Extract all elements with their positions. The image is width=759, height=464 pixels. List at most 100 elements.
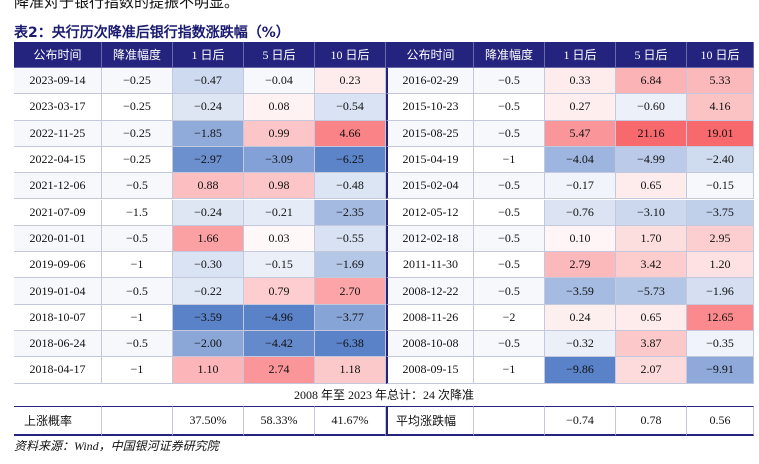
value-cell: −0.5 — [474, 68, 545, 95]
date-cell: 2022-11-25 — [14, 120, 102, 147]
footer-value: 41.67% — [315, 405, 386, 436]
value-cell: −2.00 — [173, 331, 244, 358]
value-cell: −0.55 — [315, 225, 386, 253]
value-cell: 2.70 — [315, 278, 386, 305]
value-cell: 0.65 — [616, 304, 687, 331]
value-cell: 0.27 — [545, 94, 616, 121]
value-cell: 0.03 — [244, 225, 315, 253]
value-cell: −0.24 — [173, 94, 244, 121]
value-cell: −3.77 — [315, 304, 386, 331]
date-cell: 2012-05-12 — [386, 199, 474, 226]
value-cell: −0.04 — [244, 68, 315, 95]
value-cell: −2 — [474, 304, 545, 331]
column-header: 公布时间 — [386, 42, 474, 68]
value-cell: −3.59 — [545, 278, 616, 305]
value-cell: 2.79 — [545, 252, 616, 279]
date-cell: 2015-02-04 — [386, 173, 474, 200]
value-cell: −1 — [102, 252, 173, 279]
value-cell: −0.5 — [102, 173, 173, 200]
empty-cell — [102, 405, 173, 436]
summary: 2008 年至 2023 年总计：24 次降准 — [293, 388, 474, 403]
value-cell: 2.95 — [687, 225, 754, 253]
value-cell: −1.96 — [687, 278, 754, 305]
footer-label: 上涨概率 — [14, 405, 102, 436]
title: 表2：央行历次降准后银行指数涨跌幅（%） — [14, 25, 290, 41]
value-cell: −0.5 — [474, 173, 545, 200]
date-cell: 2023-09-14 — [14, 68, 102, 95]
empty-cell — [474, 405, 545, 436]
value-cell: −1 — [102, 304, 173, 331]
value-cell: −1.69 — [315, 252, 386, 279]
date-cell: 2020-01-01 — [14, 225, 102, 253]
value-cell: −0.17 — [545, 173, 616, 200]
value-cell: −1.5 — [102, 199, 173, 226]
value-cell: −0.25 — [102, 94, 173, 121]
column-header: 1 日后 — [173, 42, 244, 68]
date-cell: 2018-06-24 — [14, 331, 102, 358]
value-cell: 1.70 — [616, 225, 687, 253]
date-cell: 2022-04-15 — [14, 146, 102, 174]
value-cell: 0.98 — [244, 173, 315, 200]
value-cell: 1.10 — [173, 357, 244, 384]
value-cell: −0.5 — [474, 120, 545, 147]
value-cell: −0.5 — [102, 331, 173, 358]
value-cell: 4.16 — [687, 94, 754, 121]
value-cell: 0.99 — [244, 120, 315, 147]
value-cell: −0.48 — [315, 173, 386, 200]
column-header: 公布时间 — [14, 42, 102, 68]
value-cell: 21.16 — [616, 120, 687, 147]
value-cell: −0.21 — [244, 199, 315, 226]
column-header: 5 日后 — [616, 42, 687, 68]
value-cell: 3.42 — [616, 252, 687, 279]
date-cell: 2018-10-07 — [14, 304, 102, 331]
column-header: 5 日后 — [244, 42, 315, 68]
footer-value: 0.78 — [616, 405, 687, 436]
column-header: 1 日后 — [545, 42, 616, 68]
value-cell: −9.86 — [545, 357, 616, 384]
value-cell: −2.40 — [687, 146, 754, 174]
value-cell: −0.76 — [545, 199, 616, 226]
value-cell: −3.75 — [687, 199, 754, 226]
value-cell: 4.66 — [315, 120, 386, 147]
value-cell: 0.10 — [545, 225, 616, 253]
value-cell: 0.79 — [244, 278, 315, 305]
value-cell: −3.59 — [173, 304, 244, 331]
value-cell: −0.5 — [102, 225, 173, 253]
value-cell: −0.47 — [173, 68, 244, 95]
value-cell: −2.35 — [315, 199, 386, 226]
value-cell: −0.30 — [173, 252, 244, 279]
date-cell: 2019-09-06 — [14, 252, 102, 279]
value-cell: −0.5 — [474, 278, 545, 305]
value-cell: −6.38 — [315, 331, 386, 358]
value-cell: −4.99 — [616, 146, 687, 174]
date-cell: 2015-04-19 — [386, 146, 474, 174]
value-cell: 1.66 — [173, 225, 244, 253]
value-cell: −0.25 — [102, 68, 173, 95]
footer-label: 平均涨跌幅 — [386, 405, 474, 436]
value-cell: −0.15 — [244, 252, 315, 279]
footer-value: 37.50% — [173, 405, 244, 436]
footer-value: −0.74 — [545, 405, 616, 436]
value-cell: 1.18 — [315, 357, 386, 384]
value-cell: 2.07 — [616, 357, 687, 384]
value-cell: −0.35 — [687, 331, 754, 358]
value-cell: −3.10 — [616, 199, 687, 226]
date-cell: 2021-12-06 — [14, 173, 102, 200]
value-cell: −0.22 — [173, 278, 244, 305]
value-cell: 0.65 — [616, 173, 687, 200]
value-cell: −0.24 — [173, 199, 244, 226]
column-header: 降准幅度 — [474, 42, 545, 68]
date-cell: 2011-11-30 — [386, 252, 474, 279]
value-cell: −3.09 — [244, 146, 315, 174]
date-cell: 2019-01-04 — [14, 278, 102, 305]
date-cell: 2015-10-23 — [386, 94, 474, 121]
value-cell: 0.33 — [545, 68, 616, 95]
date-cell: 2008-11-26 — [386, 304, 474, 331]
column-header: 10 日后 — [315, 42, 386, 68]
value-cell: −2.97 — [173, 146, 244, 174]
value-cell: 5.47 — [545, 120, 616, 147]
value-cell: 5.33 — [687, 68, 754, 95]
value-cell: −0.54 — [315, 94, 386, 121]
value-cell: −0.5 — [474, 199, 545, 226]
